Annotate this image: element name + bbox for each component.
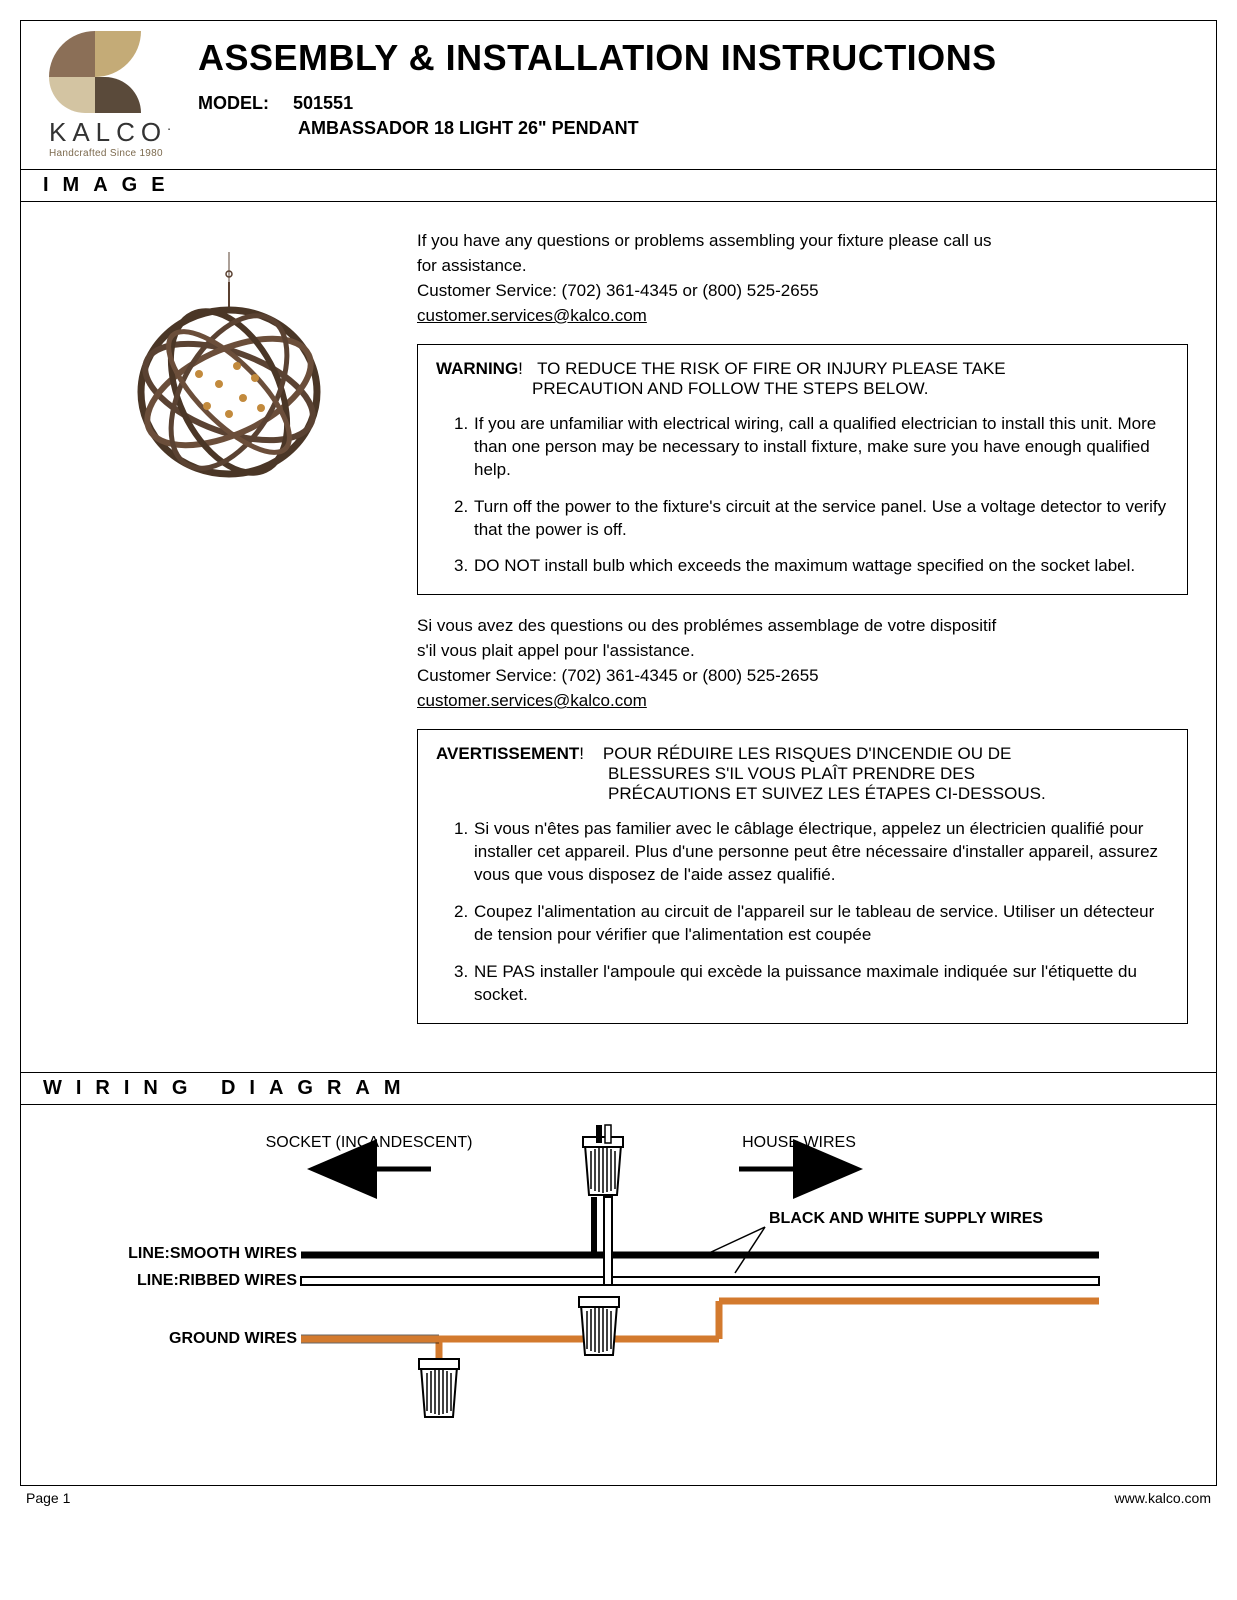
page-frame: KALCO. Handcrafted Since 1980 ASSEMBLY &… [20,20,1217,1486]
footer-url: www.kalco.com [1115,1490,1211,1506]
section-heading-image: IMAGE [21,169,1216,201]
pendant-product-icon [119,252,339,492]
warning-fr-item-3: 3.NE PAS installer l'ampoule qui excède … [454,961,1169,1007]
warning-fr-heading: AVERTISSEMENT! POUR RÉDUIRE LES RISQUES … [436,744,1169,764]
warning-box-fr: AVERTISSEMENT! POUR RÉDUIRE LES RISQUES … [417,729,1188,1024]
support-fr-line1: Si vous avez des questions ou des problé… [417,615,1188,638]
image-section: If you have any questions or problems as… [21,202,1216,1072]
model-label: MODEL: [198,93,288,114]
warning-en-item-1: 1.If you are unfamiliar with electrical … [454,413,1169,482]
brand-logo-block: KALCO. Handcrafted Since 1980 [49,31,194,159]
warning-fr-item-2: 2.Coupez l'alimentation au circuit de l'… [454,901,1169,947]
wiring-socket-label: SOCKET (INCANDESCENT) [265,1134,472,1151]
warning-en-list: 1.If you are unfamiliar with electrical … [454,413,1169,579]
support-en-line1: If you have any questions or problems as… [417,230,1188,253]
support-en-email[interactable]: customer.services@kalco.com [417,306,647,325]
warning-box-en: WARNING! TO REDUCE THE RISK OF FIRE OR I… [417,344,1188,596]
warning-en-heading: WARNING! TO REDUCE THE RISK OF FIRE OR I… [436,359,1169,379]
text-column: If you have any questions or problems as… [409,230,1188,1044]
kalco-logo-icon [49,31,141,113]
warning-en-item-2: 2.Turn off the power to the fixture's ci… [454,496,1169,542]
support-fr-email[interactable]: customer.services@kalco.com [417,691,647,710]
page-number: Page 1 [26,1490,70,1506]
support-fr-line2: s'il vous plait appel pour l'assistance. [417,640,1188,663]
warning-en-item-3: 3.DO NOT install bulb which exceeds the … [454,555,1169,578]
wiring-ground-label: GROUND WIRES [169,1330,297,1347]
wiring-diagram: SOCKET (INCANDESCENT) HOUSE WIRES BLACK … [21,1105,1216,1485]
support-fr-phone: Customer Service: (702) 361-4345 or (800… [417,665,1188,688]
support-en-phone: Customer Service: (702) 361-4345 or (800… [417,280,1188,303]
title-block: ASSEMBLY & INSTALLATION INSTRUCTIONS MOD… [194,31,1196,159]
product-image-column [49,230,409,1044]
brand-tagline: Handcrafted Since 1980 [49,148,194,159]
wiring-supply-label: BLACK AND WHITE SUPPLY WIRES [769,1210,1043,1227]
header: KALCO. Handcrafted Since 1980 ASSEMBLY &… [21,21,1216,169]
wiring-ribbed-label: LINE:RIBBED WIRES [137,1272,297,1289]
support-en-line2: for assistance. [417,255,1188,278]
warning-fr-list: 1.Si vous n'êtes pas familier avec le câ… [454,818,1169,1007]
brand-name: KALCO. [49,117,194,148]
wiring-house-wires-label: HOUSE WIRES [742,1134,856,1151]
middle-wire-connector-icon [579,1297,619,1355]
product-name: AMBASSADOR 18 LIGHT 26" PENDANT [298,118,1196,139]
warning-fr-item-1: 1.Si vous n'êtes pas familier avec le câ… [454,818,1169,887]
wiring-smooth-label: LINE:SMOOTH WIRES [128,1245,297,1262]
section-heading-wiring: WIRING DIAGRAM [21,1072,1216,1104]
footer: Page 1 www.kalco.com [20,1486,1217,1506]
model-row: MODEL: 501551 [198,93,1196,114]
model-number: 501551 [293,93,353,113]
bottom-wire-connector-icon [419,1359,459,1417]
top-wire-connector-icon [583,1137,623,1195]
document-title: ASSEMBLY & INSTALLATION INSTRUCTIONS [198,37,1196,79]
